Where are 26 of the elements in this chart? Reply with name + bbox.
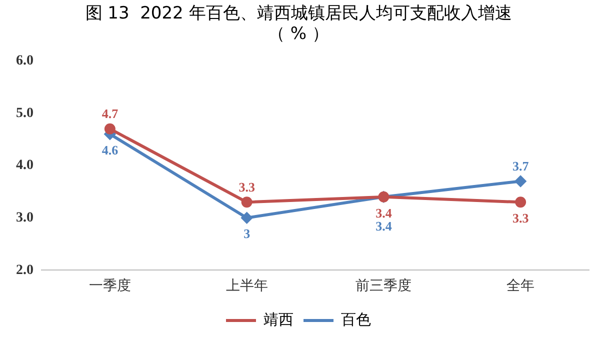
y-tick-label: 4.0 — [16, 158, 34, 174]
data-label: 3.4 — [376, 205, 392, 220]
y-tick-label: 2.0 — [16, 262, 34, 278]
y-tick-label: 5.0 — [16, 106, 34, 121]
data-label: 3.3 — [512, 210, 530, 226]
data-label: 3 — [244, 226, 251, 242]
point — [104, 123, 116, 134]
x-tick-label: 全年 — [506, 278, 535, 294]
legend-label: 靖西 — [264, 310, 294, 328]
x-tick-label: 上半年 — [226, 278, 268, 294]
x-tick-label: 一季度 — [88, 278, 131, 294]
y-tick-label: 6.0 — [16, 53, 34, 68]
data-label: 3.3 — [238, 180, 256, 195]
point — [241, 196, 252, 208]
y-tick-label: 3.0 — [16, 210, 34, 226]
point — [241, 212, 252, 224]
legend-label: 百色 — [341, 310, 371, 328]
text: （ % ） — [268, 24, 329, 44]
data-label: 3.7 — [512, 158, 530, 174]
point — [515, 196, 526, 208]
x-tick-label: 前三季度 — [356, 278, 412, 294]
data-label: 4.6 — [102, 142, 119, 158]
data-label: 3.4 — [376, 218, 392, 234]
point — [515, 176, 526, 187]
text: 图 13 2022 年百色、靖西城镇居民人均可支配收入增速 — [85, 4, 512, 24]
data-label: 4.7 — [102, 106, 119, 122]
